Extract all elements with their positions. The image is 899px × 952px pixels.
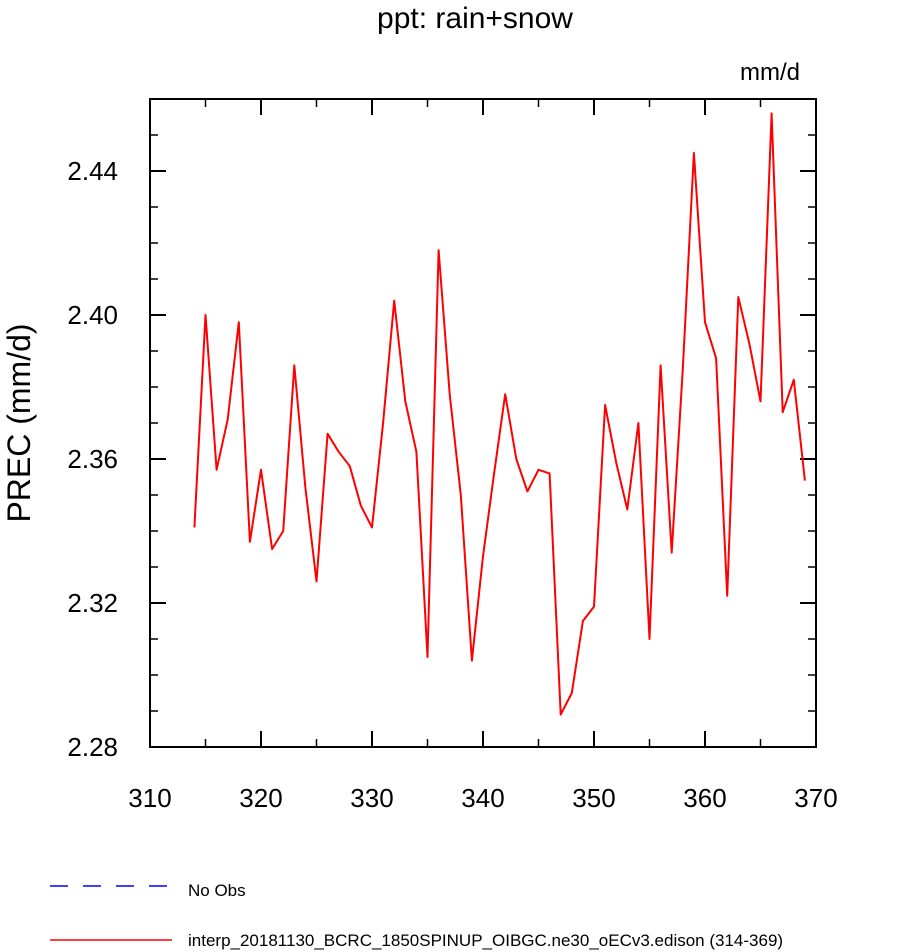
y-axis-label: PREC (mm/d) [1, 323, 37, 522]
y-tick-label: 2.28 [67, 732, 118, 762]
y-tick-label: 2.44 [67, 156, 118, 186]
y-tick-label: 2.40 [67, 300, 118, 330]
x-tick-label: 350 [572, 783, 615, 813]
series-layer [193, 112, 806, 716]
plot-frame [149, 98, 817, 748]
y-tick-label: 2.36 [67, 444, 118, 474]
units-label: mm/d [740, 59, 800, 86]
x-tick-label: 370 [794, 783, 837, 813]
x-tick-label: 360 [683, 783, 726, 813]
x-tick-label: 340 [461, 783, 504, 813]
x-tick-label: 310 [128, 783, 171, 813]
x-tick-label: 330 [350, 783, 393, 813]
axis-ticks: 310 320 330 340 350 360 370 2.28 2.32 2.36 2.40 2.4… [67, 99, 838, 813]
legend: No Obs interp_20181130_BCRC_1850SPINUP_O… [50, 881, 783, 950]
y-tick-label: 2.32 [67, 588, 118, 618]
legend-item-model: interp_20181130_BCRC_1850SPINUP_OIBGC.ne… [50, 931, 783, 950]
series-line-0 [193, 112, 806, 716]
x-tick-label: 320 [239, 783, 282, 813]
chart-title: ppt: rain+snow [377, 2, 573, 35]
legend-label-no-obs: No Obs [188, 881, 246, 900]
legend-item-no-obs: No Obs [50, 881, 246, 900]
legend-label-model: interp_20181130_BCRC_1850SPINUP_OIBGC.ne… [188, 931, 783, 950]
